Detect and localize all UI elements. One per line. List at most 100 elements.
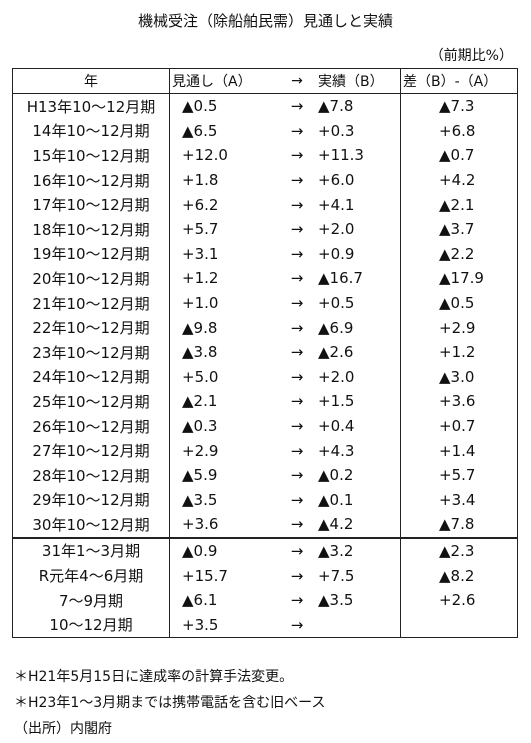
table-cell: →	[290, 392, 304, 411]
header-cell: 差（B）-（A）	[400, 68, 518, 94]
note: ＊H23年1～3月期までは携帯電話を含む旧ベース	[14, 695, 326, 711]
table-row: 18年10～12月期 +5.7 → +2.0 ▲3.7	[12, 216, 518, 242]
table-cell: +6.8	[439, 121, 476, 140]
table-cell: +3.6	[182, 515, 219, 534]
table-row: 17年10～12月期 +6.2 → +4.1 ▲2.1	[12, 192, 518, 217]
table-cell: ▲17.9	[439, 269, 484, 288]
empty-cell	[401, 612, 518, 637]
table-cell: →	[290, 367, 304, 386]
table-cell: ▲0.2	[314, 462, 401, 488]
table-cell: 10～12月期	[12, 612, 170, 638]
table-cell: ▲16.7	[314, 266, 401, 291]
table-cell: ▲3.0	[439, 367, 475, 386]
table-cell: ▲3.5	[314, 587, 401, 613]
table-cell: 18年10～12月期	[12, 216, 170, 242]
table-cell: ▲8.2	[439, 566, 475, 585]
table-cell: +5.0	[182, 367, 219, 386]
table-cell: →	[290, 417, 304, 436]
table-cell: ▲0.1	[314, 487, 401, 513]
table-cell: +1.8	[182, 171, 219, 190]
table-cell: ▲0.5	[439, 294, 475, 313]
table-cell: ▲0.3	[182, 417, 218, 436]
header-cell: 見通し（A）	[169, 68, 280, 94]
table-cell: 29年10～12月期	[12, 487, 170, 513]
table-cell: R元年4～6月期	[12, 563, 170, 588]
table-cell: →	[290, 591, 304, 610]
note: （出所）内閣府	[14, 721, 112, 737]
table-cell: ▲0.5	[182, 97, 218, 116]
table-cell: →	[290, 466, 304, 485]
table-cell: 19年10～12月期	[12, 241, 170, 267]
table-cell: →	[290, 294, 304, 313]
table-row: 29年10～12月期 ▲3.5 → ▲0.1 +3.4	[12, 487, 518, 513]
table-cell: +6.2	[182, 195, 219, 214]
table-row: 22年10～12月期 ▲9.8 → ▲6.9 +2.9	[12, 315, 518, 340]
table-row: 20年10～12月期 +1.2 → ▲16.7 ▲17.9	[12, 266, 518, 291]
table-row: 27年10～12月期 +2.9 → +4.3 +1.4	[12, 438, 518, 463]
table-cell: ▲5.9	[182, 466, 218, 485]
table-cell: →	[290, 515, 304, 534]
table-cell: +4.2	[439, 171, 476, 190]
table-cell: +0.7	[439, 417, 476, 436]
table-cell: +0.9	[314, 241, 401, 267]
table-cell: ▲0.7	[439, 146, 475, 165]
table-cell: ▲7.8	[314, 93, 401, 119]
table-cell: 22年10～12月期	[12, 315, 170, 340]
table-row: 25年10～12月期 ▲2.1 → +1.5 +3.6	[12, 389, 518, 414]
table-cell: +1.2	[182, 269, 219, 288]
table-cell: +15.7	[182, 566, 228, 585]
table-cell: ▲7.3	[439, 97, 475, 116]
table-cell: ▲2.6	[314, 339, 401, 365]
table-cell: +3.6	[439, 392, 476, 411]
table-cell: ▲2.2	[439, 244, 475, 263]
table-cell: +3.1	[182, 244, 219, 263]
table-cell: ▲0.9	[169, 536, 280, 564]
table-cell: ▲4.2	[314, 512, 401, 538]
table-cell: 24年10～12月期	[12, 364, 170, 390]
table-cell: +6.0	[314, 167, 401, 193]
table-cell: ▲2.3	[400, 536, 518, 564]
table-row: 24年10～12月期 +5.0 → +2.0 ▲3.0	[12, 364, 518, 390]
table-cell: +5.7	[182, 220, 219, 239]
table-cell: →	[290, 343, 304, 362]
table-cell: ▲6.9	[314, 315, 401, 340]
table-body: H13年10～12月期 ▲0.5 → ▲7.8 ▲7.3 14年10～12月期 ▲6.5 → +…	[12, 93, 518, 638]
table-cell: +0.3	[314, 118, 401, 144]
table-row: 14年10～12月期 ▲6.5 → +0.3 +6.8	[12, 118, 518, 144]
table-cell: 15年10～12月期	[12, 143, 170, 168]
table-cell: +2.0	[314, 216, 401, 242]
table-cell: →	[290, 146, 304, 165]
table-cell: 16年10～12月期	[12, 167, 170, 193]
table-cell: ▲6.5	[182, 121, 218, 140]
table-cell: →	[290, 490, 304, 509]
table-cell: +1.4	[439, 441, 476, 460]
table-cell: →	[290, 244, 304, 263]
table-cell: →	[290, 566, 304, 585]
note: ＊H21年5月15日に達成率の計算手法変更。	[14, 669, 294, 685]
header-cell: →	[280, 68, 314, 94]
table-cell: 17年10～12月期	[12, 192, 170, 217]
notes: ＊H21年5月15日に達成率の計算手法変更。 ＊H23年1～3月期までは携帯電話を…	[14, 664, 325, 742]
table-cell: →	[290, 615, 304, 634]
table-cell: 21年10～12月期	[12, 290, 170, 316]
table-cell: →	[290, 441, 304, 460]
table-row: 30年10～12月期 +3.6 → ▲4.2 ▲7.8	[12, 512, 518, 538]
title: 機械受注（除船舶民需）見通しと実績	[137, 12, 393, 30]
table-cell: 28年10～12月期	[12, 462, 170, 488]
table-row: 15年10～12月期 +12.0 → +11.3 ▲0.7	[12, 143, 518, 168]
table-cell: 25年10～12月期	[12, 389, 170, 414]
table-cell: +0.5	[314, 290, 401, 316]
table-cell: ▲3.5	[182, 490, 218, 509]
table-cell: ▲3.8	[182, 343, 218, 362]
table-row: 31年1～3月期 ▲0.9 → ▲3.2 ▲2.3	[12, 536, 518, 564]
table-cell: 7～9月期	[12, 587, 170, 613]
table-cell: ▲9.8	[182, 318, 218, 337]
table-cell: →	[290, 220, 304, 239]
header-row: 年見通し（A） → 実績（B） 差（B）-（A）	[12, 68, 518, 94]
table-cell: +4.1	[314, 192, 401, 217]
empty-cell	[314, 612, 401, 638]
table-cell: +0.4	[314, 413, 401, 439]
table-cell: ▲6.1	[182, 591, 218, 610]
table-row: 7～9月期 ▲6.1 → ▲3.5 +2.6	[12, 587, 518, 613]
